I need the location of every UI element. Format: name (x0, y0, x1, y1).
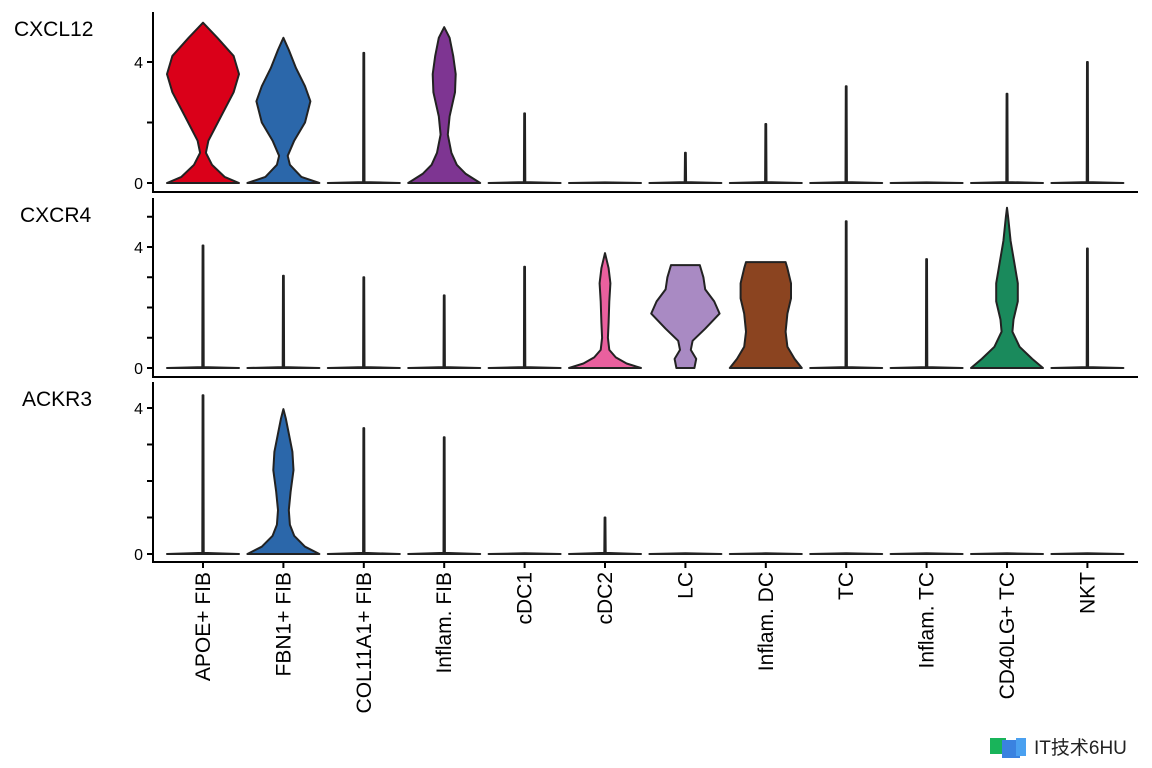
x-tick-label: LC (674, 572, 697, 599)
violin-cxcr4-lc (650, 264, 721, 369)
violin-ackr3-inflam-dc (728, 552, 803, 555)
violin-cxcr4-cdc2 (568, 252, 642, 369)
violin-cxcr4-tc (809, 220, 884, 369)
y-tick-label: 0 (134, 361, 143, 378)
violin-cxcl12-inflam-fib (407, 26, 482, 184)
x-tick-label: Inflam. TC (916, 572, 939, 668)
violin-ackr3-nkt (1050, 552, 1125, 555)
y-tick-label: 0 (134, 176, 143, 193)
watermark: IT技术6HU (990, 733, 1127, 760)
violin-cxcl12-lc (648, 151, 723, 184)
violin-cxcr4-col11a1-fib (326, 276, 401, 369)
x-tick-label: APOE+ FIB (192, 572, 215, 681)
violin-cxcr4-apoe-fib (166, 244, 240, 369)
y-tick-label: 4 (134, 401, 143, 418)
violin-cxcl12-tc (809, 85, 884, 184)
violin-cxcl12-cdc1 (487, 112, 562, 184)
violin-cxcl12-cdc2 (568, 181, 642, 184)
x-tick-label: TC (835, 572, 858, 600)
x-tick-label: NKT (1076, 572, 1099, 614)
violin-cxcl12-nkt (1050, 61, 1125, 184)
violin-ackr3-fbn1-fib (246, 408, 321, 555)
violin-ackr3-lc (648, 552, 723, 555)
x-tick-label: FBN1+ FIB (272, 572, 295, 676)
violin-ackr3-cdc2 (568, 516, 642, 555)
x-tick-label: cDC1 (514, 572, 537, 625)
gene-label-cxcr4: CXCR4 (20, 204, 92, 227)
violin-cxcr4-inflam-dc (728, 261, 803, 369)
x-tick-label: Inflam. DC (755, 572, 778, 671)
violin-cxcr4-inflam-tc (889, 258, 964, 369)
violin-cxcl12-cd40lg-tc (970, 92, 1044, 184)
violin-cxcr4-fbn1-fib (246, 274, 321, 369)
watermark-logo-icon (990, 736, 1028, 758)
violin-ackr3-tc (809, 552, 884, 555)
violin-cxcr4-cdc1 (487, 265, 562, 369)
y-tick-label: 0 (134, 547, 143, 564)
violin-cxcr4-inflam-fib (407, 294, 482, 369)
violin-cxcl12-fbn1-fib (246, 36, 321, 184)
gene-label-cxcl12: CXCL12 (14, 18, 93, 41)
violin-ackr3-apoe-fib (166, 394, 240, 555)
violin-cxcl12-col11a1-fib (326, 51, 401, 184)
violin-ackr3-cdc1 (487, 552, 562, 555)
violin-ackr3-cd40lg-tc (970, 552, 1044, 555)
violin-ackr3-col11a1-fib (326, 427, 401, 555)
violin-cxcl12-inflam-dc (728, 123, 803, 184)
x-tick-label: cDC2 (594, 572, 617, 625)
violin-ackr3-inflam-fib (407, 436, 482, 555)
watermark-text: IT技术6HU (1034, 738, 1127, 759)
violin-cxcl12-inflam-tc (889, 181, 964, 184)
gene-label-ackr3: ACKR3 (22, 388, 92, 411)
violin-ackr3-inflam-tc (889, 552, 964, 555)
x-tick-label: Inflam. FIB (433, 572, 456, 674)
y-tick-label: 4 (134, 240, 143, 257)
violin-cxcr4-nkt (1050, 247, 1125, 369)
y-tick-label: 4 (134, 55, 143, 72)
violin-cxcr4-cd40lg-tc (970, 206, 1044, 369)
violin-cxcl12-apoe-fib (166, 21, 240, 184)
x-tick-label: COL11A1+ FIB (353, 572, 376, 713)
x-tick-label: CD40LG+ TC (996, 572, 1019, 699)
